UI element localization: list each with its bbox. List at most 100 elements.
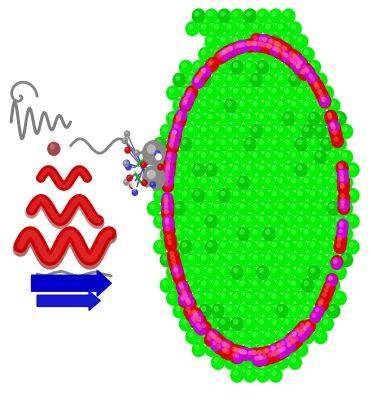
Circle shape	[337, 180, 350, 194]
Circle shape	[294, 188, 308, 203]
Circle shape	[239, 50, 245, 55]
Circle shape	[288, 21, 302, 36]
Circle shape	[190, 315, 203, 329]
Circle shape	[315, 298, 328, 312]
Circle shape	[162, 174, 174, 188]
Circle shape	[237, 47, 251, 62]
Circle shape	[214, 178, 219, 184]
Circle shape	[267, 44, 272, 49]
Circle shape	[271, 44, 284, 58]
Circle shape	[175, 152, 181, 158]
Circle shape	[339, 177, 344, 182]
Circle shape	[246, 88, 251, 94]
Circle shape	[173, 115, 186, 129]
Circle shape	[190, 308, 203, 322]
Circle shape	[252, 350, 257, 355]
FancyArrow shape	[32, 270, 111, 296]
Circle shape	[220, 190, 226, 196]
Circle shape	[274, 346, 287, 360]
Circle shape	[272, 216, 277, 222]
Circle shape	[257, 350, 262, 355]
Circle shape	[198, 201, 212, 216]
Circle shape	[156, 190, 161, 196]
Circle shape	[252, 280, 257, 286]
Circle shape	[297, 36, 302, 42]
Circle shape	[249, 252, 263, 267]
Circle shape	[294, 56, 306, 70]
Circle shape	[300, 69, 305, 74]
Circle shape	[238, 348, 243, 354]
Circle shape	[182, 242, 187, 248]
Circle shape	[223, 341, 236, 355]
Circle shape	[311, 79, 324, 93]
Circle shape	[189, 307, 202, 321]
Circle shape	[230, 111, 244, 126]
Circle shape	[298, 325, 311, 339]
Circle shape	[256, 214, 270, 229]
Circle shape	[227, 357, 232, 363]
Circle shape	[279, 338, 290, 351]
Circle shape	[208, 331, 221, 345]
Circle shape	[217, 162, 232, 178]
Circle shape	[314, 83, 319, 88]
Circle shape	[227, 50, 232, 55]
Circle shape	[166, 85, 180, 100]
Circle shape	[211, 201, 225, 216]
Circle shape	[328, 120, 340, 133]
Circle shape	[303, 280, 309, 286]
Circle shape	[275, 226, 289, 242]
Circle shape	[288, 72, 302, 88]
Circle shape	[161, 207, 174, 221]
Circle shape	[176, 115, 181, 120]
Circle shape	[227, 75, 232, 81]
Circle shape	[156, 242, 161, 248]
Circle shape	[199, 71, 204, 76]
Circle shape	[313, 304, 328, 319]
Circle shape	[276, 343, 281, 348]
Circle shape	[259, 34, 272, 48]
Circle shape	[227, 178, 232, 184]
Circle shape	[298, 332, 302, 337]
Circle shape	[219, 340, 231, 352]
Circle shape	[239, 332, 245, 338]
Circle shape	[275, 175, 289, 190]
Circle shape	[230, 41, 243, 55]
Circle shape	[165, 162, 170, 168]
Circle shape	[320, 137, 334, 152]
Circle shape	[230, 8, 244, 24]
Circle shape	[302, 320, 315, 334]
Circle shape	[183, 295, 195, 308]
Circle shape	[224, 278, 238, 293]
Circle shape	[244, 38, 257, 52]
Circle shape	[339, 226, 353, 242]
Circle shape	[303, 319, 316, 333]
Circle shape	[220, 165, 226, 171]
Circle shape	[237, 226, 251, 242]
Circle shape	[160, 124, 174, 139]
Circle shape	[310, 216, 315, 222]
Circle shape	[204, 8, 219, 24]
Circle shape	[313, 150, 328, 165]
Circle shape	[210, 332, 223, 346]
Circle shape	[188, 75, 193, 81]
Circle shape	[166, 265, 180, 280]
Circle shape	[278, 332, 283, 338]
Circle shape	[259, 352, 272, 366]
Circle shape	[252, 332, 257, 338]
Circle shape	[225, 349, 230, 354]
Circle shape	[179, 316, 193, 332]
Circle shape	[232, 351, 244, 364]
Circle shape	[236, 347, 249, 360]
Circle shape	[307, 85, 321, 100]
Circle shape	[169, 142, 174, 147]
Circle shape	[182, 88, 187, 94]
Circle shape	[309, 311, 321, 324]
Circle shape	[207, 293, 213, 299]
Circle shape	[297, 62, 302, 68]
Circle shape	[220, 344, 226, 350]
Circle shape	[204, 60, 219, 75]
Circle shape	[185, 150, 199, 165]
Circle shape	[330, 122, 335, 127]
Circle shape	[220, 62, 226, 68]
Circle shape	[259, 242, 264, 248]
